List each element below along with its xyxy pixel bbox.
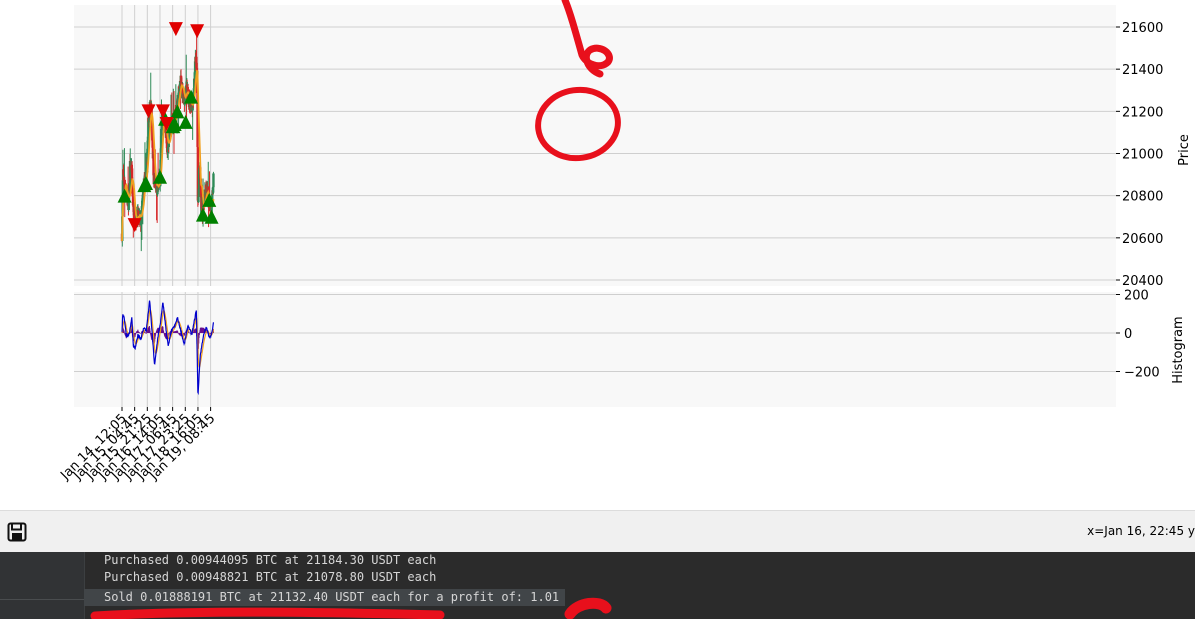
candle-body (211, 193, 214, 200)
candle-body (151, 140, 154, 148)
candle-body (130, 168, 134, 184)
console-gutter (0, 552, 85, 619)
price-tick-label: 20400 (1122, 274, 1163, 289)
console-redaction (90, 597, 612, 619)
candle-body (196, 93, 199, 148)
candle-body (195, 62, 198, 68)
sell-signal-marker (159, 116, 174, 131)
price-tick-label: 21000 (1122, 148, 1163, 163)
candle-body (159, 135, 163, 149)
sell-signal-marker (190, 24, 205, 39)
candle-body (159, 148, 163, 160)
cursor-coordinates: x=Jan 16, 22:45 y (1087, 524, 1195, 538)
candle-body (193, 72, 196, 80)
candle-body (133, 208, 136, 223)
console-lines: Purchased 0.00944095 BTC at 21184.30 USD… (84, 552, 1195, 606)
buy-signal-marker (178, 114, 193, 129)
candle-body (131, 182, 134, 197)
candle-body (151, 128, 154, 141)
histogram-axis-label: Histogram (1171, 316, 1186, 383)
floppy-disk-icon (7, 522, 27, 542)
candle-body (212, 173, 215, 188)
histogram-panel (74, 292, 1116, 407)
hist-tick-label: 200 (1124, 289, 1149, 304)
sell-signal-marker (168, 22, 183, 37)
buy-signal-marker (202, 192, 217, 207)
candle-body (206, 186, 209, 195)
macd-line (121, 300, 215, 396)
candle-body (122, 169, 125, 175)
buy-signal-marker (204, 209, 219, 224)
console-line-3: Sold 0.01888191 BTC at 21132.40 USDT eac… (84, 589, 566, 606)
gutter-divider (0, 599, 84, 600)
redaction-stroke (90, 607, 445, 619)
candle-body (123, 179, 126, 186)
sell-signal-marker (127, 218, 142, 233)
candle-body (181, 88, 185, 94)
red-annotation-stroke (561, 0, 613, 78)
candle-body (177, 92, 180, 100)
buy-signal-marker (167, 116, 182, 131)
price-tick-label: 21600 (1122, 21, 1163, 36)
candle-body (121, 180, 125, 198)
price-tick-label: 21400 (1122, 63, 1163, 78)
candle-body (197, 170, 201, 189)
buy-signal-marker (117, 188, 132, 203)
candle-body (193, 61, 197, 73)
sell-signal-marker (155, 104, 170, 119)
candle-body (200, 196, 203, 209)
candle-body (152, 156, 155, 176)
red-annotation-circle (535, 86, 621, 162)
candle-body (186, 89, 190, 101)
buy-signal-marker (170, 104, 185, 119)
candle-body (129, 177, 132, 190)
chart-svg: 20400 20600 20800 21000 21200 21400 21600 200 0 −… (57, 0, 1192, 484)
candle-body (140, 206, 144, 210)
buy-signal-marker (195, 207, 210, 222)
candle-body (146, 148, 149, 162)
chart-figure: 20400 20600 20800 21000 21200 21400 21600 200 0 −… (57, 0, 1192, 484)
price-axis-label: Price (1177, 134, 1192, 166)
candle-body (199, 178, 203, 198)
console-line-2: Purchased 0.00948821 BTC at 21078.80 USD… (104, 570, 437, 584)
candle-body (127, 201, 130, 211)
redaction-stroke (564, 597, 612, 619)
hist-tick-label: −200 (1124, 366, 1160, 381)
price-tick-label: 20600 (1122, 232, 1163, 247)
price-tick-label: 21200 (1122, 105, 1163, 120)
console-line-1: Purchased 0.00944095 BTC at 21184.30 USD… (104, 553, 437, 567)
plot-toolbar: x=Jan 16, 22:45 y (0, 510, 1195, 553)
price-tick-label: 20800 (1122, 190, 1163, 205)
sell-signal-marker (141, 104, 156, 119)
buy-signal-marker (138, 176, 153, 191)
candle-body (196, 147, 200, 201)
candle-body (176, 94, 180, 110)
output-console: Purchased 0.00944095 BTC at 21184.30 USD… (0, 552, 1195, 619)
buy-signal-marker (153, 169, 168, 184)
candle-body (156, 183, 159, 195)
buy-signal-marker (184, 89, 199, 104)
candle-body (122, 174, 126, 182)
price-panel (74, 5, 1116, 286)
signal-line (121, 308, 215, 369)
save-button[interactable] (4, 519, 30, 545)
candle-body (129, 165, 133, 182)
candle-body (202, 205, 205, 211)
hist-tick-label: 0 (1124, 327, 1132, 342)
